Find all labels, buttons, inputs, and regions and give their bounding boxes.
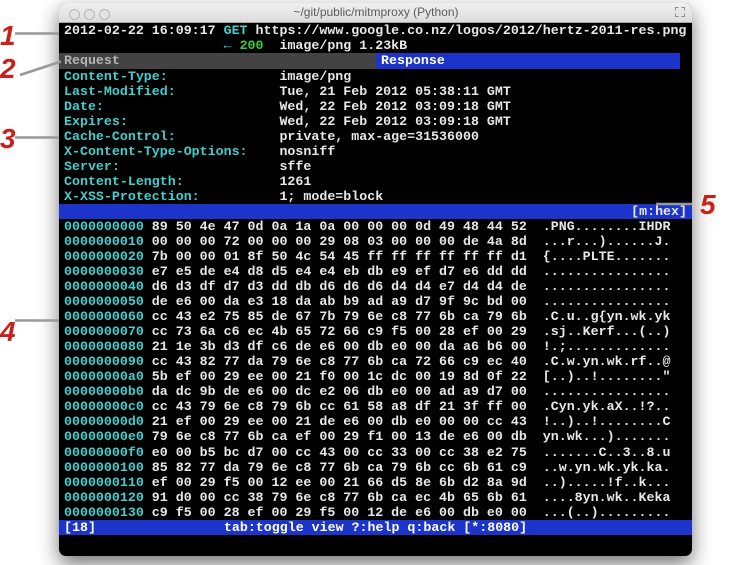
svg-text:3: 3 xyxy=(0,123,16,154)
svg-text:2: 2 xyxy=(0,53,16,84)
svg-text:1: 1 xyxy=(0,20,16,51)
svg-text:4: 4 xyxy=(0,316,16,347)
svg-text:5: 5 xyxy=(700,189,716,220)
